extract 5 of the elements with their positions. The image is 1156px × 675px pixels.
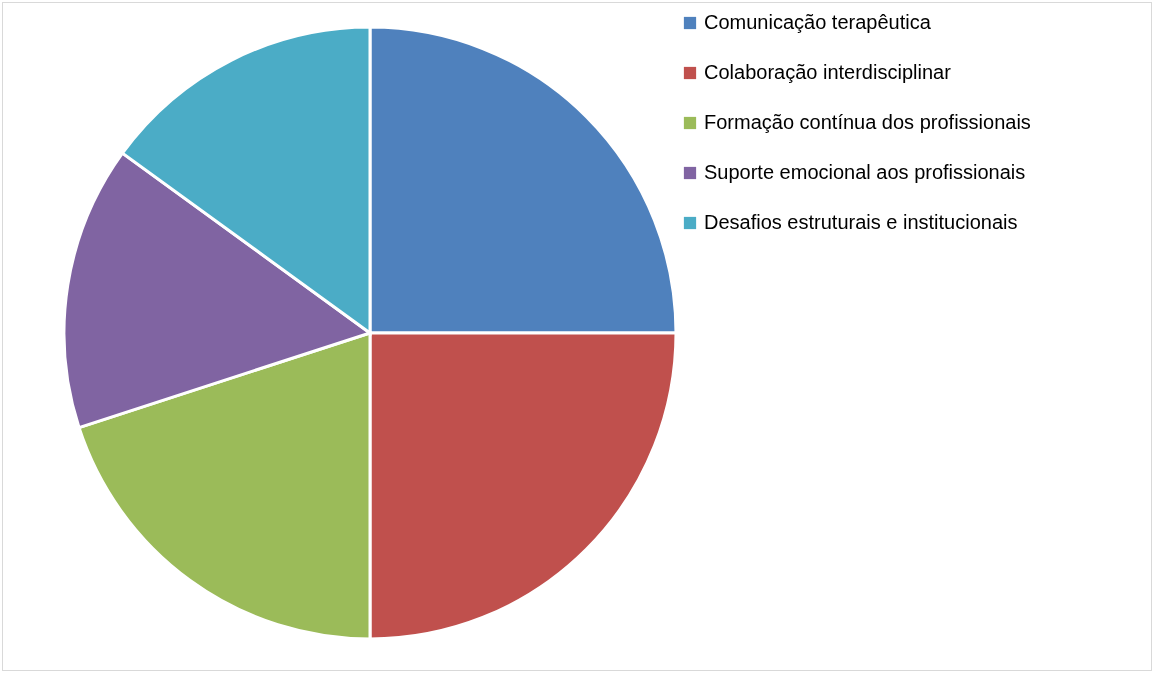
legend-label: Desafios estruturais e institucionais <box>704 211 1018 233</box>
legend-label: Suporte emocional aos profissionais <box>704 161 1026 183</box>
legend-label: Comunicação terapêutica <box>704 11 932 33</box>
legend-label: Colaboração interdisciplinar <box>704 61 952 83</box>
legend-label: Formação contínua dos profissionais <box>704 111 1031 133</box>
